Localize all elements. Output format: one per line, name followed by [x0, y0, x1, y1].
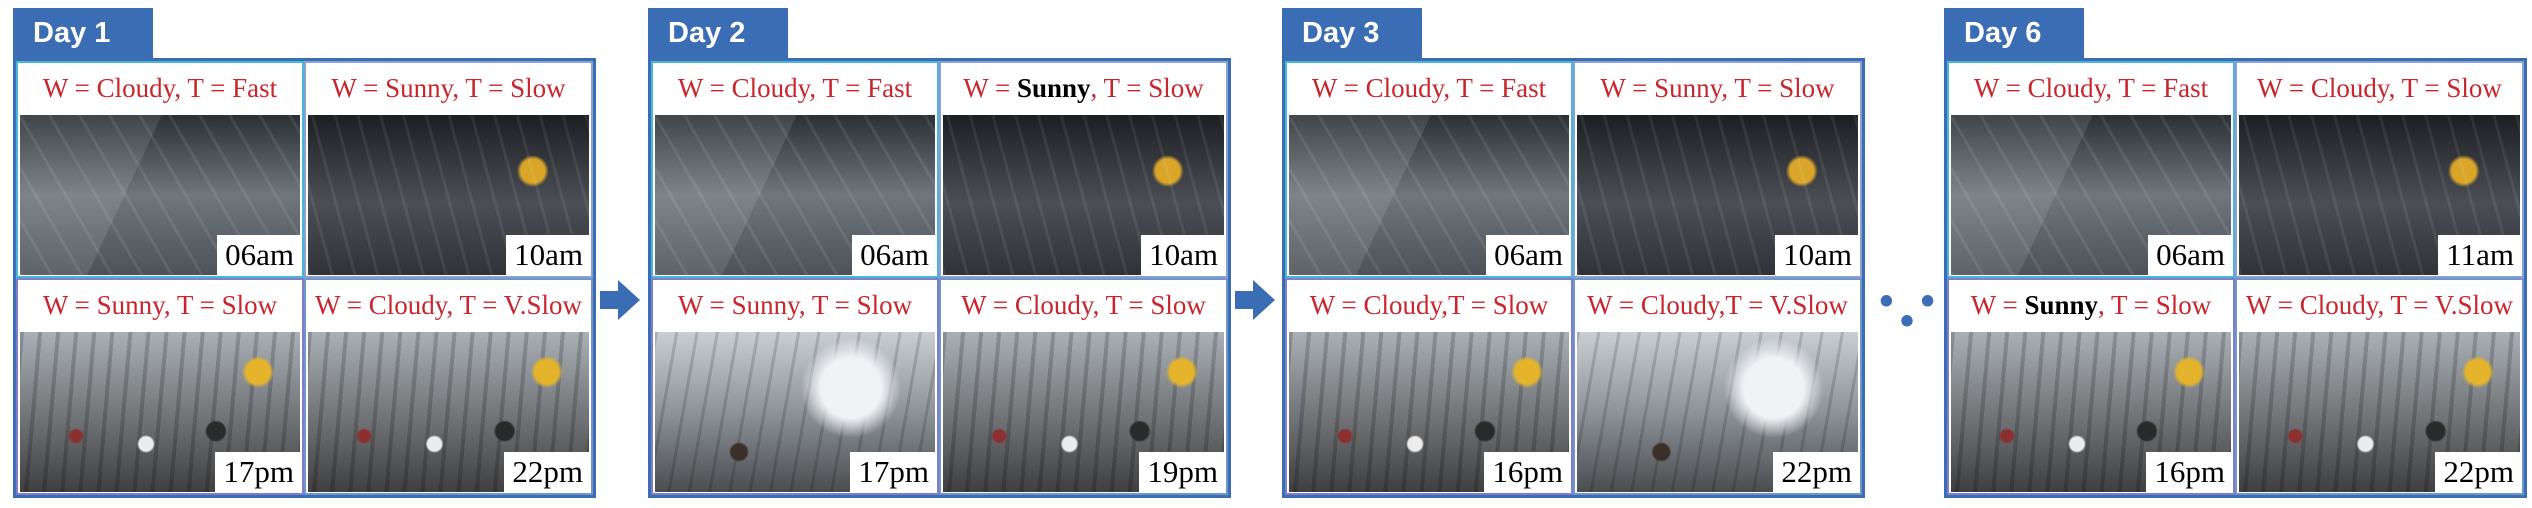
frame-time: 16pm — [2146, 452, 2231, 492]
caption-segment: W = Sunny, T = Slow — [677, 290, 913, 320]
frame-caption: W = Cloudy, T = Fast — [1285, 61, 1573, 115]
frame-cell: W = Cloudy, T = Fast 06am — [1947, 61, 2235, 278]
frame-time: 22pm — [504, 452, 589, 492]
day-panel: Day 2 W = Cloudy, T = Fast 06am W = Sunn… — [648, 8, 1231, 498]
frame-caption: W = Cloudy, T = V.Slow — [304, 278, 593, 332]
frame-time: 22pm — [1773, 452, 1858, 492]
caption-segment: W = Cloudy, T = Slow — [2257, 73, 2502, 103]
frame-cell: W = Sunny, T = Slow 10am — [304, 61, 593, 278]
frame-caption: W = Sunny, T = Slow — [1947, 278, 2235, 332]
caption-segment: W = Cloudy, T = Fast — [1973, 73, 2209, 103]
day-panel: Day 3 W = Cloudy, T = Fast 06am W = Sunn… — [1282, 8, 1865, 498]
right-arrow-icon — [600, 280, 640, 320]
caption-segment: W = Cloudy, T = Fast — [677, 73, 913, 103]
frame-caption: W = Sunny, T = Slow — [1573, 61, 1862, 115]
caption-segment: W = Cloudy, T = Fast — [1311, 73, 1547, 103]
frame-time: 10am — [1141, 235, 1224, 275]
frame-grid: W = Cloudy, T = Fast 06am W = Sunny, T =… — [651, 61, 1228, 495]
frame-time: 11am — [2438, 235, 2520, 275]
frame-cell: W = Cloudy,T = V.Slow 22pm — [1573, 278, 1862, 495]
frame-caption: W = Cloudy, T = Slow — [2235, 61, 2524, 115]
frame-time: 22pm — [2435, 452, 2520, 492]
caption-segment: W = Sunny, T = Slow — [42, 290, 278, 320]
caption-segment: , T = Slow — [2098, 290, 2212, 320]
frame-time: 10am — [506, 235, 589, 275]
frame-caption: W = Cloudy,T = Slow — [1285, 278, 1573, 332]
caption-segment: W = Sunny, T = Slow — [331, 73, 566, 103]
day-frames-box: W = Cloudy, T = Fast 06am W = Sunny, T =… — [1282, 58, 1865, 498]
frame-cell: W = Sunny, T = Slow 17pm — [16, 278, 304, 495]
frame-grid: W = Cloudy, T = Fast 06am W = Cloudy, T … — [1947, 61, 2524, 495]
frame-time: 10am — [1775, 235, 1858, 275]
frame-grid: W = Cloudy, T = Fast 06am W = Sunny, T =… — [16, 61, 593, 495]
frame-caption: W = Sunny, T = Slow — [939, 61, 1228, 115]
caption-segment: W = Sunny, T = Slow — [1600, 73, 1835, 103]
day-frames-box: W = Cloudy, T = Fast 06am W = Cloudy, T … — [1944, 58, 2527, 498]
frame-caption: W = Sunny, T = Slow — [16, 278, 304, 332]
frame-grid: W = Cloudy, T = Fast 06am W = Sunny, T =… — [1285, 61, 1862, 495]
day-label: Day 1 — [13, 8, 153, 58]
frame-cell: W = Sunny, T = Slow 16pm — [1947, 278, 2235, 495]
frame-time: 06am — [2148, 235, 2231, 275]
caption-segment: W = Cloudy, T = Slow — [961, 290, 1206, 320]
caption-segment: W = — [1970, 290, 2025, 320]
right-arrow-icon — [1235, 280, 1275, 320]
more-days-ellipsis: • • • — [1879, 279, 1943, 345]
frame-caption: W = Cloudy, T = Fast — [16, 61, 304, 115]
caption-segment: W = Cloudy,T = Slow — [1309, 290, 1549, 320]
frame-time: 17pm — [850, 452, 935, 492]
frame-time: 17pm — [215, 452, 300, 492]
frame-cell: W = Cloudy, T = Fast 06am — [651, 61, 939, 278]
caption-segment: , T = Slow — [1090, 73, 1204, 103]
frame-cell: W = Cloudy, T = V.Slow 22pm — [2235, 278, 2524, 495]
frame-time: 19pm — [1139, 452, 1224, 492]
frame-cell: W = Cloudy, T = Slow 11am — [2235, 61, 2524, 278]
frame-time: 06am — [217, 235, 300, 275]
frame-caption: W = Cloudy, T = Slow — [939, 278, 1228, 332]
caption-bold-segment: Sunny — [1016, 73, 1091, 103]
day-panel: Day 6 W = Cloudy, T = Fast 06am W = Clou… — [1944, 8, 2527, 498]
frame-cell: W = Sunny, T = Slow 17pm — [651, 278, 939, 495]
frame-caption: W = Sunny, T = Slow — [304, 61, 593, 115]
caption-segment: W = Cloudy, T = V.Slow — [314, 290, 583, 320]
frame-cell: W = Cloudy, T = V.Slow 22pm — [304, 278, 593, 495]
day-panel: Day 1 W = Cloudy, T = Fast 06am W = Sunn… — [13, 8, 596, 498]
frame-cell: W = Sunny, T = Slow 10am — [939, 61, 1228, 278]
day-frames-box: W = Cloudy, T = Fast 06am W = Sunny, T =… — [13, 58, 596, 498]
caption-segment: W = Cloudy,T = V.Slow — [1587, 290, 1848, 320]
frame-caption: W = Cloudy,T = V.Slow — [1573, 278, 1862, 332]
frame-caption: W = Cloudy, T = Fast — [1947, 61, 2235, 115]
frame-time: 06am — [1486, 235, 1569, 275]
frame-caption: W = Cloudy, T = V.Slow — [2235, 278, 2524, 332]
day-label: Day 3 — [1282, 8, 1422, 58]
day-label: Day 2 — [648, 8, 788, 58]
caption-segment: W = — [963, 73, 1017, 103]
frame-cell: W = Cloudy, T = Fast 06am — [16, 61, 304, 278]
frame-time: 06am — [852, 235, 935, 275]
frame-caption: W = Sunny, T = Slow — [651, 278, 939, 332]
frame-cell: W = Cloudy, T = Fast 06am — [1285, 61, 1573, 278]
day-label: Day 6 — [1944, 8, 2084, 58]
caption-bold-segment: Sunny — [2024, 290, 2099, 320]
frame-cell: W = Sunny, T = Slow 10am — [1573, 61, 1862, 278]
caption-segment: W = Cloudy, T = V.Slow — [2245, 290, 2514, 320]
frame-caption: W = Cloudy, T = Fast — [651, 61, 939, 115]
frame-cell: W = Cloudy, T = Slow 19pm — [939, 278, 1228, 495]
frame-time: 16pm — [1484, 452, 1569, 492]
caption-segment: W = Cloudy, T = Fast — [42, 73, 278, 103]
frame-cell: W = Cloudy,T = Slow 16pm — [1285, 278, 1573, 495]
day-frames-box: W = Cloudy, T = Fast 06am W = Sunny, T =… — [648, 58, 1231, 498]
